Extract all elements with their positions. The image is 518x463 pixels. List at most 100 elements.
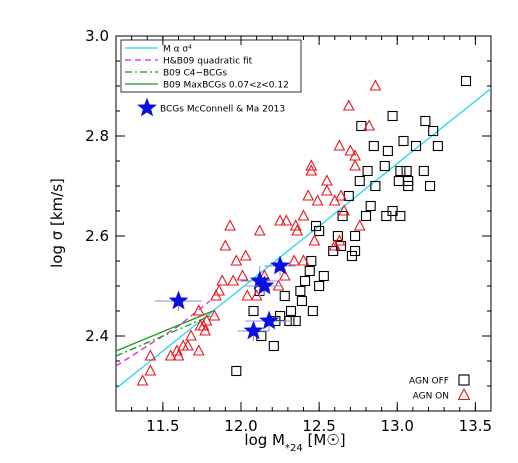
agn-off-point bbox=[370, 180, 381, 192]
agn-off-point bbox=[332, 230, 343, 242]
agn-off-point bbox=[360, 210, 372, 222]
legend-bcg-label: BCGs McConnell & Ma 2013 bbox=[160, 105, 285, 115]
agn-on-point bbox=[308, 234, 321, 246]
legend-marker-label: AGN ON bbox=[413, 392, 449, 402]
fit-line bbox=[116, 87, 491, 390]
agn-off-point bbox=[381, 210, 392, 222]
legend-triangle-marker bbox=[457, 387, 471, 401]
agn-on-point bbox=[224, 219, 236, 231]
agn-on-point bbox=[227, 274, 240, 286]
x-tick-label: 13.0 bbox=[381, 417, 414, 435]
agn-on-point bbox=[333, 139, 346, 151]
fit-line bbox=[116, 310, 214, 352]
agn-off-point bbox=[387, 110, 398, 122]
agn-on-point bbox=[328, 194, 341, 206]
y-tick-label: 2.4 bbox=[85, 327, 109, 345]
legend-marker-label: AGN OFF bbox=[409, 377, 449, 387]
agn-on-point bbox=[185, 329, 197, 341]
agn-off-point bbox=[398, 135, 409, 147]
agn-off-point bbox=[401, 165, 412, 177]
bcg-star-point bbox=[243, 320, 264, 340]
agn-off-point bbox=[279, 290, 290, 302]
agn-off-point bbox=[428, 125, 439, 137]
agn-on-point bbox=[144, 364, 157, 376]
legend: M α σ⁴ H&B09 quadratic fit B09 C4−BCGs B09 … bbox=[120, 39, 471, 402]
agn-on-point bbox=[192, 304, 205, 316]
agn-off-point bbox=[460, 75, 472, 87]
agn-off-point bbox=[296, 295, 307, 307]
agn-on-point bbox=[363, 119, 376, 131]
agn-on-point bbox=[297, 254, 310, 266]
agn-on-point bbox=[344, 144, 357, 156]
agn-off-point bbox=[395, 210, 406, 222]
legend-bcg-star bbox=[137, 97, 157, 117]
legend-entry-label: M α σ⁴ bbox=[163, 45, 192, 55]
agn-on-point bbox=[302, 189, 315, 201]
agn-on-point bbox=[177, 339, 190, 351]
agn-off-point bbox=[362, 165, 373, 177]
agn-on-point bbox=[241, 289, 254, 301]
legend-box bbox=[120, 39, 302, 93]
fit-line bbox=[116, 315, 211, 357]
agn-off-point bbox=[268, 340, 279, 352]
agn-off-point bbox=[420, 115, 431, 127]
agn-on-point bbox=[210, 289, 222, 301]
legend-entry-label: B09 MaxBCGs 0.07<z<0.12 bbox=[163, 81, 289, 91]
x-tick-label: 12.0 bbox=[224, 417, 257, 435]
agn-on-point bbox=[236, 269, 249, 281]
agn-on-point bbox=[321, 184, 333, 196]
agn-off-point bbox=[337, 210, 348, 222]
agn-off-point bbox=[304, 265, 315, 277]
y-axis-label: log σ [km/s] bbox=[48, 178, 66, 268]
agn-on-point bbox=[328, 239, 341, 251]
agn-on-point bbox=[333, 234, 346, 246]
agn-off-point bbox=[318, 270, 329, 282]
agn-on-point bbox=[239, 249, 252, 261]
agn-on-point bbox=[338, 204, 351, 216]
bcg-star-point bbox=[254, 275, 275, 295]
agn-off-point bbox=[295, 285, 306, 297]
fit-lines bbox=[116, 87, 491, 390]
agn-off-point bbox=[248, 305, 259, 317]
agn-off-point bbox=[328, 245, 339, 257]
bcg-star-point bbox=[168, 290, 189, 310]
y-tick-label: 2.6 bbox=[85, 227, 109, 245]
agn-on-point bbox=[289, 219, 302, 231]
agn-on-point bbox=[353, 219, 366, 231]
x-tick-label: 11.5 bbox=[146, 417, 179, 435]
agn-off-point bbox=[231, 365, 242, 377]
agn-on-point bbox=[349, 159, 361, 171]
agn-on-point bbox=[164, 349, 177, 361]
agn-on-point bbox=[144, 349, 157, 361]
agn-off-point bbox=[410, 140, 422, 152]
agn-on-point bbox=[305, 164, 318, 176]
agn-off-point bbox=[425, 180, 436, 192]
agn-off-point bbox=[395, 165, 406, 177]
agn-on-point bbox=[213, 284, 226, 296]
x-tick-label: 12.5 bbox=[302, 417, 335, 435]
agn-off-point bbox=[365, 200, 376, 212]
y-tick-label: 2.8 bbox=[85, 127, 109, 145]
agn-on-point bbox=[194, 319, 207, 331]
agn-on-point bbox=[250, 289, 263, 301]
agn-off-point bbox=[432, 140, 443, 152]
agn-on-point bbox=[280, 214, 293, 226]
agn-off-point bbox=[368, 140, 379, 152]
agn-on-point bbox=[219, 239, 232, 251]
agn-off-point bbox=[403, 180, 414, 192]
agn-on-point bbox=[272, 279, 285, 291]
agn-on-point bbox=[253, 224, 266, 236]
bcg-star-point bbox=[270, 255, 290, 275]
axis-ticks: 11.5 12.0 12.5 13.0 13.5 2.4 2.6 2.8 3.0 bbox=[85, 27, 492, 435]
legend-entry-label: B09 C4−BCGs bbox=[163, 69, 227, 79]
data-points bbox=[136, 75, 472, 386]
agn-on-point bbox=[171, 344, 183, 356]
x-axis-label: log M*24 [M☉] bbox=[244, 431, 345, 454]
agn-on-point bbox=[136, 374, 149, 386]
agn-off-point bbox=[346, 250, 357, 262]
agn-on-point bbox=[297, 209, 310, 221]
agn-off-point bbox=[285, 305, 297, 317]
agn-on-point bbox=[216, 274, 229, 286]
bcg-star-point bbox=[259, 310, 280, 330]
